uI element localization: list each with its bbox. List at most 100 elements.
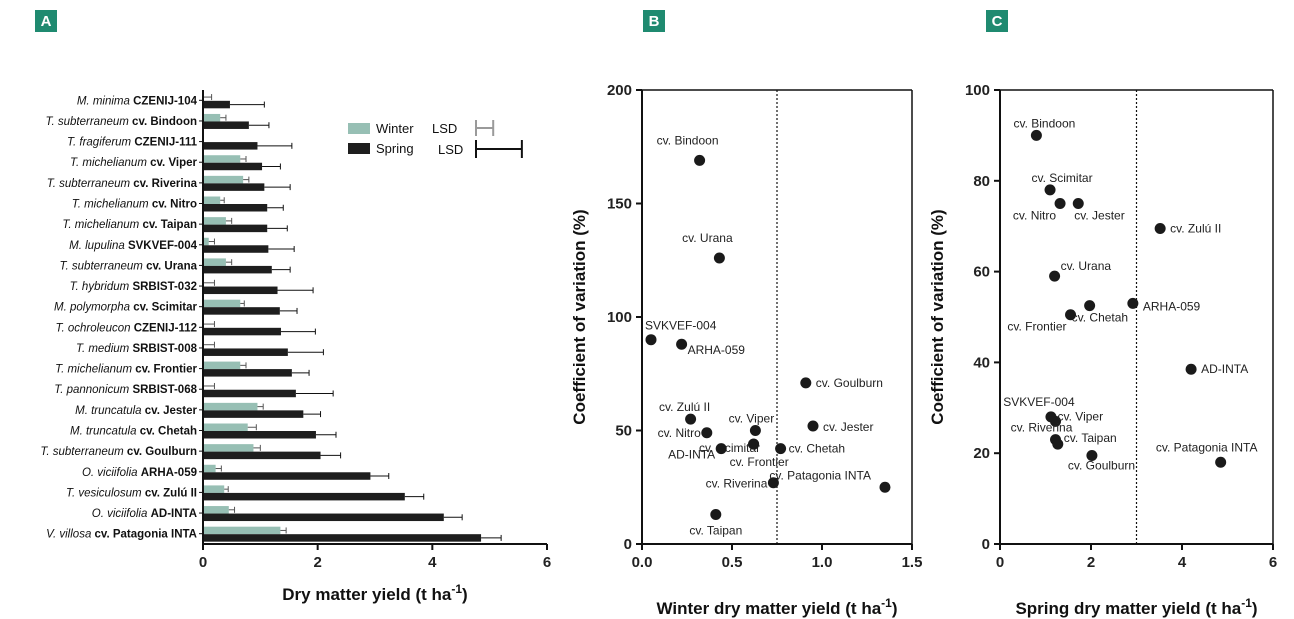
y-axis-title-b: Coefficient of variation (%) [570, 209, 589, 424]
point-label: ARHA-059 [688, 343, 746, 357]
data-point [1049, 270, 1061, 282]
point-label: cv. Chetah [1072, 311, 1128, 325]
x-tick-label: 0 [996, 554, 1004, 571]
panel-label-b: B [643, 10, 665, 32]
winter-bar [203, 402, 258, 411]
point-label: cv. Jester [1074, 209, 1124, 223]
spring-bar [203, 389, 296, 398]
data-point [694, 154, 706, 166]
point-label: cv. Patagonia INTA [1156, 440, 1258, 454]
y-axis-title-c: Coefficient of variation (%) [928, 209, 947, 424]
data-point [1054, 198, 1066, 209]
point-label: cv. Riverina [706, 477, 768, 491]
data-point [749, 425, 761, 436]
y-tick-label: 20 [973, 445, 990, 462]
winter-bar [203, 526, 281, 535]
point-label: cv. Riverina [1011, 421, 1073, 435]
spring-bar [203, 348, 288, 356]
data-point [1086, 449, 1098, 461]
category-label: O. viciifolia AD-INTA [92, 508, 197, 520]
data-point [1084, 300, 1096, 312]
category-label: T. michelianum cv. Viper [70, 157, 198, 169]
winter-bar [203, 444, 254, 452]
category-label: T. ochroleucon CZENIJ-112 [56, 322, 198, 334]
point-label: cv. Viper [729, 412, 775, 426]
point-label: cv. Frontier [1007, 320, 1066, 334]
point-label: cv. Taipan [689, 523, 742, 537]
winter-bar [203, 155, 241, 163]
category-label: T. subterraneum cv. Urana [60, 260, 198, 272]
data-point [1052, 438, 1064, 450]
point-label: AD-INTA [1201, 362, 1248, 376]
data-point [1072, 198, 1084, 209]
category-label: T. subterraneum cv. Bindoon [46, 116, 197, 128]
spring-bar [203, 492, 405, 501]
category-label: T. medium SRBIST-008 [76, 343, 198, 355]
spring-bar [203, 121, 249, 129]
x-axis-title-c: Spring dry matter yield (t ha-1) [1015, 596, 1257, 618]
spring-bar [203, 286, 278, 295]
category-label: T. michelianum cv. Nitro [72, 199, 197, 211]
x-tick-label: 0.0 [632, 554, 653, 571]
y-tick-label: 200 [607, 82, 632, 99]
data-point [685, 413, 697, 425]
spring-bar [203, 245, 269, 253]
category-label: M. lupulina SVKVEF-004 [69, 240, 197, 252]
data-point [775, 443, 787, 455]
data-point [800, 377, 812, 389]
data-point [807, 420, 819, 432]
data-point [713, 252, 725, 264]
category-label: T. subterraneum cv. Goulburn [40, 446, 197, 458]
point-label: cv. Scimitar [1031, 171, 1092, 185]
x-tick-label: 6 [543, 554, 551, 571]
point-label: SVKVEF-004 [645, 319, 717, 333]
winter-bar [203, 217, 226, 225]
y-tick-label: 40 [973, 354, 990, 371]
point-label: cv. Zulú II [659, 400, 710, 414]
spring-bar [203, 142, 258, 150]
category-label: O. viciifolia ARHA-059 [82, 467, 197, 479]
point-label: cv. Urana [1061, 259, 1112, 273]
spring-bar [203, 451, 321, 460]
y-tick-label: 50 [615, 423, 632, 440]
y-tick-label: 100 [607, 309, 632, 326]
spring-bar [203, 162, 263, 171]
data-point [879, 481, 891, 493]
x-tick-label: 1.5 [902, 554, 923, 571]
data-point [1050, 415, 1062, 427]
x-tick-label: 2 [313, 554, 321, 571]
category-label: V. villosa cv. Patagonia INTA [46, 529, 197, 541]
data-point [1154, 222, 1166, 234]
data-point [701, 427, 713, 439]
winter-bar [203, 258, 226, 266]
winter-bar [203, 237, 209, 246]
category-label: T. hybridum SRBIST-032 [70, 281, 197, 293]
legend-a: Winter LSD Spring LSD [348, 120, 523, 158]
spring-bar [203, 100, 230, 109]
spring-bar [203, 534, 482, 542]
point-label: cv. Bindoon [657, 133, 719, 147]
point-label: cv. Goulburn [816, 376, 883, 390]
category-label: M. truncatula cv. Jester [75, 405, 197, 417]
winter-bar [203, 485, 225, 493]
spring-bar [203, 265, 272, 274]
x-tick-label: 4 [428, 554, 437, 571]
data-point [1215, 456, 1227, 468]
category-label: T. fragiferum CZENIJ-111 [67, 137, 198, 149]
spring-bar [203, 472, 371, 480]
data-point [676, 338, 688, 350]
point-label: cv. Nitro [658, 426, 701, 440]
point-label: cv. Nitro [1013, 209, 1056, 223]
category-label: M. minima CZENIJ-104 [77, 95, 198, 107]
winter-bar [203, 506, 229, 514]
winter-bar [203, 464, 216, 473]
point-label: cv. Taipan [1064, 431, 1117, 445]
y-tick-label: 0 [624, 536, 632, 553]
point-label: cv. Goulburn [1068, 458, 1135, 472]
point-label: AD-INTA [668, 448, 715, 462]
legend-lsd-spring: LSD [438, 142, 463, 157]
point-label: cv. Patagonia INTA [769, 468, 871, 482]
legend-label-spring: Spring [376, 141, 414, 156]
